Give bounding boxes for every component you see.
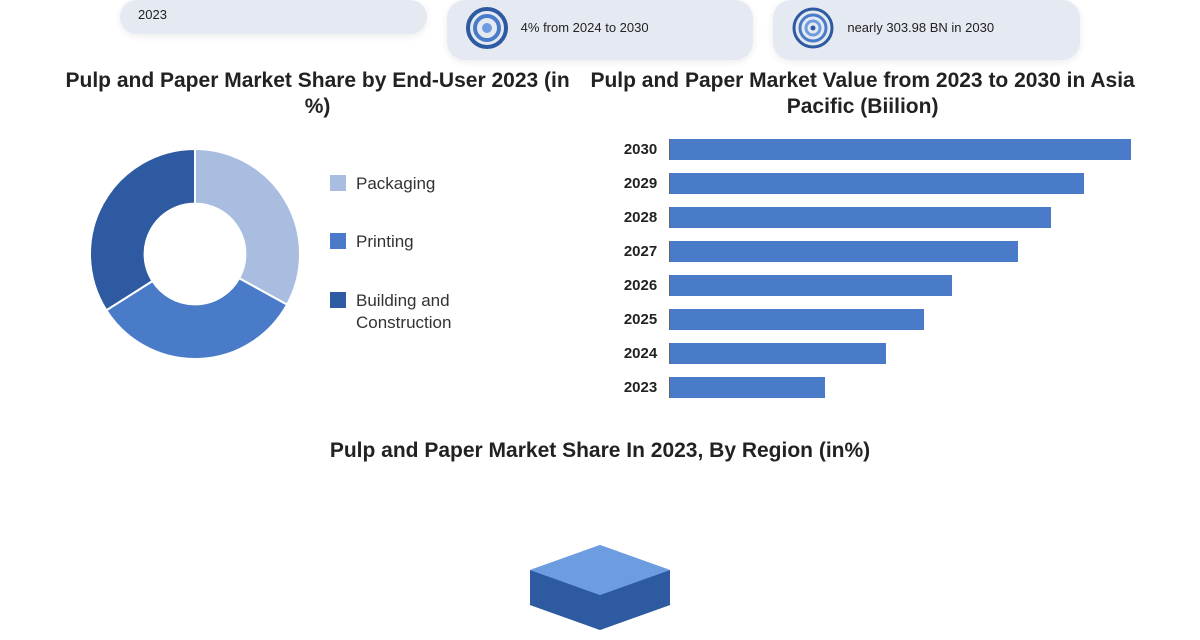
hbar-fill — [670, 139, 1130, 160]
donut-chart-panel: Pulp and Paper Market Share by End-User … — [60, 68, 575, 411]
hbar-fill — [670, 309, 924, 330]
legend-swatch — [330, 233, 346, 249]
rings-icon — [465, 6, 509, 50]
legend-label: Packaging — [356, 173, 435, 195]
hbar-category-label: 2023 — [615, 379, 669, 396]
hex-shape — [500, 535, 700, 640]
hbar-fill — [670, 377, 825, 398]
hbar-chart-title: Pulp and Paper Market Value from 2023 to… — [585, 68, 1140, 121]
info-card-cagr: 4% from 2024 to 2030 — [447, 0, 754, 60]
hbar-track — [669, 139, 1140, 160]
hbar-track — [669, 173, 1140, 194]
hbar-category-label: 2030 — [615, 141, 669, 158]
donut-chart — [80, 139, 310, 369]
hbar-category-label: 2027 — [615, 243, 669, 260]
donut-segment — [90, 149, 195, 310]
hbar-row: 2028 — [615, 207, 1140, 228]
hbar-row: 2029 — [615, 173, 1140, 194]
hbar-category-label: 2025 — [615, 311, 669, 328]
info-cards-row: 2023 4% from 2024 to 2030 nearly 303.98 … — [0, 0, 1200, 50]
hbar-row: 2026 — [615, 275, 1140, 296]
info-card-year: 2023 — [120, 0, 427, 34]
main-charts-row: Pulp and Paper Market Share by End-User … — [0, 50, 1200, 411]
hbar-chart-panel: Pulp and Paper Market Value from 2023 to… — [585, 68, 1140, 411]
hbar-fill — [670, 207, 1051, 228]
hbar-row: 2024 — [615, 343, 1140, 364]
donut-chart-title: Pulp and Paper Market Share by End-User … — [60, 68, 575, 121]
hbar-row: 2027 — [615, 241, 1140, 262]
legend-item: Packaging — [330, 173, 516, 195]
hbar-track — [669, 241, 1140, 262]
legend-label: Building and Construction — [356, 290, 516, 334]
card-text: 4% from 2024 to 2030 — [521, 19, 649, 37]
donut-segment — [195, 149, 300, 305]
hbar-fill — [670, 241, 1018, 262]
card-text: nearly 303.98 BN in 2030 — [847, 19, 994, 37]
bottom-chart-title: Pulp and Paper Market Share In 2023, By … — [0, 439, 1200, 463]
donut-section: Packaging Printing Building and Constructi… — [60, 139, 575, 369]
info-card-forecast: nearly 303.98 BN in 2030 — [773, 0, 1080, 60]
card-text: 2023 — [138, 6, 167, 24]
hbar-row: 2030 — [615, 139, 1140, 160]
hbar-fill — [670, 343, 886, 364]
legend-item: Printing — [330, 231, 516, 253]
hbar-track — [669, 309, 1140, 330]
hbar-fill — [670, 173, 1083, 194]
hbar-track — [669, 207, 1140, 228]
hbar-row: 2025 — [615, 309, 1140, 330]
hbar-category-label: 2029 — [615, 175, 669, 192]
hbar-category-label: 2028 — [615, 209, 669, 226]
hbar-chart: 2030 2029 2028 2027 2026 2025 2024 2023 — [585, 139, 1140, 398]
legend-item: Building and Construction — [330, 290, 516, 334]
hbar-row: 2023 — [615, 377, 1140, 398]
hbar-track — [669, 275, 1140, 296]
hbar-fill — [670, 275, 952, 296]
legend-label: Printing — [356, 231, 414, 253]
hbar-track — [669, 377, 1140, 398]
legend-swatch — [330, 175, 346, 191]
hbar-category-label: 2024 — [615, 345, 669, 362]
donut-legend: Packaging Printing Building and Constructi… — [330, 173, 516, 333]
legend-swatch — [330, 292, 346, 308]
hbar-track — [669, 343, 1140, 364]
target-icon — [791, 6, 835, 50]
hbar-category-label: 2026 — [615, 277, 669, 294]
